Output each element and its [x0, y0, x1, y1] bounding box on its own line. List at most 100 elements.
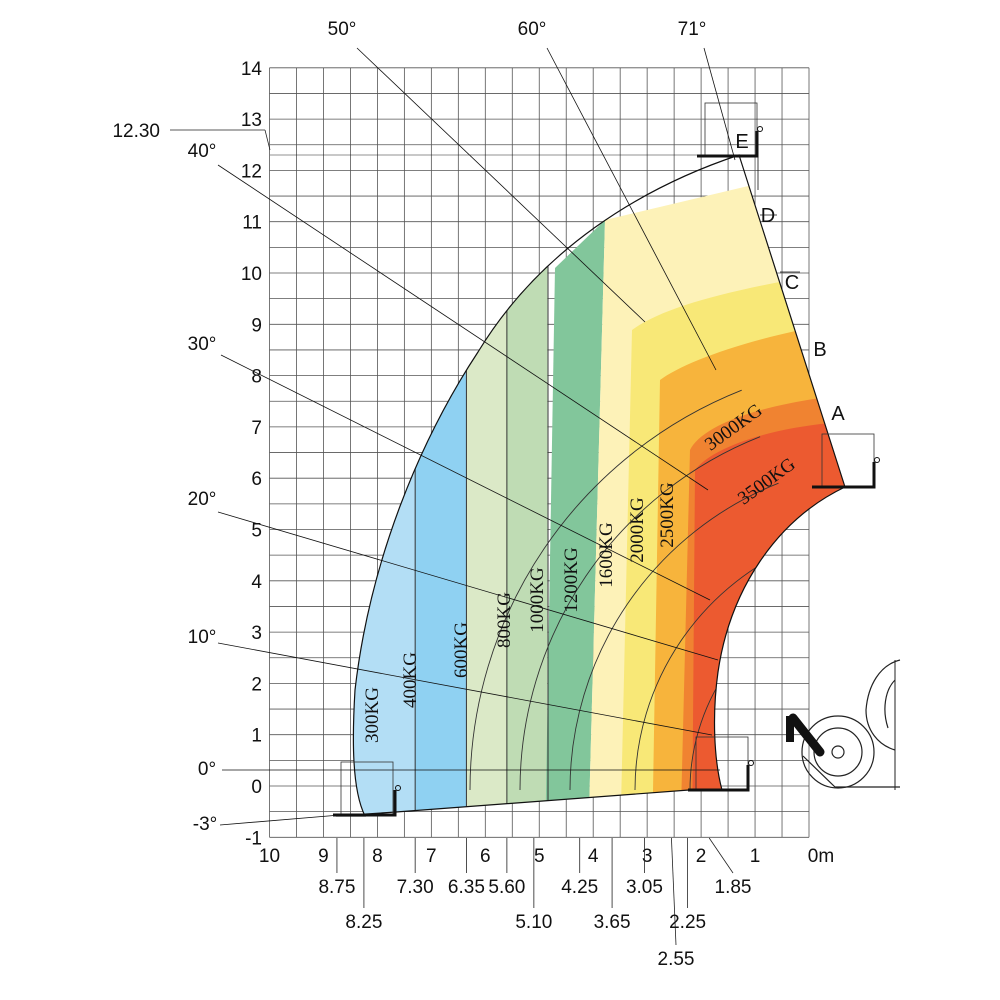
zone-label-1200kg: 1200KG: [561, 547, 582, 613]
y-tick-label: 8: [251, 367, 262, 388]
fork-pin-icon: [395, 785, 401, 791]
angle-line: [217, 511, 719, 661]
x-tick-label: 8: [372, 846, 383, 867]
angle-line: [217, 164, 709, 491]
angle-label: 0°: [198, 759, 216, 780]
x-tick-label: 4: [588, 846, 599, 867]
max-height-leader: [264, 129, 271, 151]
stage-label-b: B: [813, 339, 826, 361]
angle-line: [217, 642, 713, 736]
y-tick-label: 4: [251, 572, 262, 593]
cab-window: [884, 679, 896, 729]
x-tick-label: 9: [318, 846, 329, 867]
zone-label-1000kg: 1000KG: [527, 567, 548, 633]
extension-letters: A B C D E: [735, 131, 845, 425]
boom-arm-icon: [788, 713, 825, 757]
x-tick-label: 5: [534, 846, 545, 867]
fork-icon: [697, 131, 759, 158]
angle-label: 50°: [328, 19, 357, 40]
y-tick-label: 14: [241, 59, 263, 80]
angle-line: [219, 814, 341, 826]
zone-label-2000kg: 2000KG: [627, 497, 648, 563]
stage-label-a: A: [831, 403, 845, 425]
x-tick-label: 2: [696, 846, 707, 867]
angle-line: [546, 47, 717, 371]
zone-3500kg: [692, 410, 845, 816]
y-tick-label: 12: [241, 161, 262, 182]
boundary-label: 8.75: [318, 877, 355, 898]
boundary-label: 1.85: [715, 877, 752, 898]
boundary-leader: [708, 837, 734, 874]
boom-angle-lines: 71° 60° 50° 40° 30° 20° 10° 0° -3°: [188, 19, 736, 835]
y-tick-label: 13: [241, 110, 262, 131]
angle-label: -3°: [193, 814, 218, 835]
fork-pin-icon: [874, 457, 880, 463]
telehandler-icon: [786, 659, 901, 790]
boundary-label: 2.25: [669, 912, 706, 933]
zone-1000kg: [506, 155, 548, 816]
angle-line: [220, 354, 711, 601]
boom-arc: [569, 482, 779, 791]
attachment-icons: [333, 102, 880, 817]
y-tick-label: 11: [242, 213, 262, 234]
angle-label: 71°: [678, 19, 707, 40]
y-tick-label: -1: [245, 828, 262, 849]
y-tick-label: 10: [241, 264, 262, 285]
zone-label-800kg: 800KG: [494, 592, 515, 648]
boundary-label: 5.10: [515, 912, 552, 933]
zone-label-300kg: 300KG: [362, 687, 383, 743]
angle-label: 20°: [188, 489, 217, 510]
boundary-leader: [671, 837, 677, 946]
y-tick-label: 2: [251, 674, 262, 695]
cab-outline: [865, 659, 901, 751]
fork-pin-icon: [748, 760, 754, 766]
load-box: [704, 102, 758, 156]
boom-arc: [519, 436, 761, 791]
stage-label-d: D: [761, 205, 775, 227]
zone-800kg: [466, 155, 507, 816]
wheel-icon: [801, 715, 875, 789]
angle-label: 40°: [188, 141, 217, 162]
angle-label: 60°: [518, 19, 547, 40]
boundary-label: 6.35: [448, 877, 485, 898]
x-tick-label: 10: [259, 846, 280, 867]
angle-line: [356, 47, 646, 323]
boundary-label: 3.05: [626, 877, 663, 898]
y-tick-label: 3: [251, 623, 262, 644]
boundary-label: 4.25: [561, 877, 598, 898]
y-tick-label: 6: [251, 469, 262, 490]
wheel-hub: [831, 745, 845, 759]
zone-label-600kg: 600KG: [451, 622, 472, 678]
boundary-label: 2.55: [658, 949, 695, 970]
boundary-label: 8.25: [345, 912, 382, 933]
y-tick-label: 7: [251, 418, 262, 439]
y-tick-label: 5: [251, 521, 262, 542]
stage-label-e: E: [735, 131, 748, 153]
angle-label: 10°: [188, 627, 217, 648]
stage-label-c: C: [785, 272, 799, 294]
y-tick-label: 0: [251, 777, 262, 798]
fork-icon: [688, 765, 750, 792]
angle-label: 30°: [188, 334, 217, 355]
boundary-label: 7.30: [397, 877, 434, 898]
y-tick-label: 9: [251, 315, 262, 336]
x-tick-label: 7: [426, 846, 437, 867]
wheel-rim: [813, 727, 863, 777]
zone-1200kg: [545, 220, 605, 816]
max-height-label: 12.30: [112, 121, 160, 142]
load-zones: [336, 155, 845, 816]
fork-pin-icon: [757, 126, 763, 132]
fork-icon: [333, 790, 397, 817]
fork-icon: [812, 462, 876, 489]
x-tick-label: 0m: [808, 846, 834, 867]
boundary-label: 5.60: [488, 877, 525, 898]
y-tick-label: 1: [251, 726, 262, 747]
envelope-outline: [335, 154, 846, 817]
zone-label-400kg: 400KG: [400, 652, 421, 708]
boom-arc: [469, 389, 742, 791]
boundary-label: 3.65: [594, 912, 631, 933]
zone-label-1600kg: 1600KG: [596, 522, 617, 588]
x-axis-labels: 10 9 8 7 6 5 4 3 2 1 0m: [259, 846, 834, 867]
